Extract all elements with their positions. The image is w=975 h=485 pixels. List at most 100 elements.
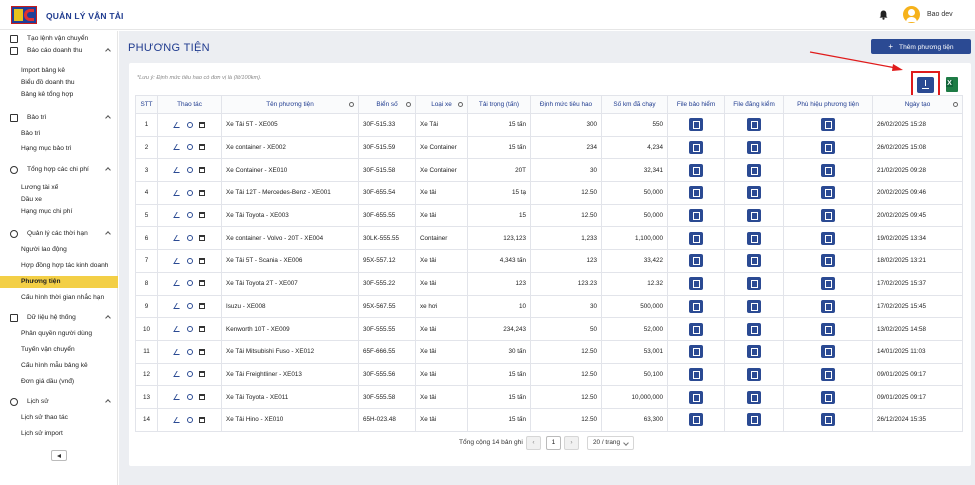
trash-icon[interactable] — [198, 325, 205, 332]
inspection-file-button[interactable] — [747, 299, 761, 313]
trash-icon[interactable] — [198, 257, 205, 264]
edit-icon[interactable] — [172, 235, 183, 242]
sidebar-item-12[interactable]: Quản lý các thời hạn — [0, 228, 118, 240]
badge-file-button[interactable] — [821, 209, 835, 223]
inspection-file-button[interactable] — [747, 413, 761, 427]
trash-icon[interactable] — [198, 280, 205, 287]
inspection-file-button[interactable] — [747, 209, 761, 223]
add-vehicle-button[interactable]: + Thêm phương tiện — [871, 39, 971, 54]
edit-icon[interactable] — [172, 257, 183, 264]
search-icon[interactable] — [406, 102, 411, 107]
insurance-file-button[interactable] — [689, 299, 703, 313]
eye-icon[interactable] — [186, 348, 193, 355]
chevron-up-icon[interactable] — [105, 231, 111, 237]
table-row[interactable]: 10 Kenworth 10T - XE009 30F-555.55 Xe tải 23… — [135, 317, 963, 341]
chevron-up-icon[interactable] — [105, 48, 111, 54]
sidebar-item-17[interactable]: Dữ liệu hệ thống — [0, 312, 118, 324]
table-row[interactable]: 2 Xe container - XE002 30F-515.59 Xe Contai… — [135, 135, 963, 160]
insurance-file-button[interactable] — [689, 141, 703, 155]
inspection-file-button[interactable] — [747, 118, 761, 132]
sidebar-item-23[interactable]: Lịch sử thao tác — [0, 412, 118, 424]
table-row[interactable]: 12 Xe Tải Freightliner - XE013 30F-555.56 X… — [135, 362, 963, 387]
edit-icon[interactable] — [172, 280, 183, 287]
sidebar-item-21[interactable]: Đơn giá dầu (vnđ) — [0, 376, 118, 388]
sidebar-item-10[interactable]: Dầu xe — [0, 194, 118, 206]
table-row[interactable]: 5 Xe Tải Toyota - XE003 30F-655.55 Xe tải 15… — [135, 203, 963, 228]
trash-icon[interactable] — [198, 348, 205, 355]
inspection-file-button[interactable] — [747, 186, 761, 200]
badge-file-button[interactable] — [821, 345, 835, 359]
eye-icon[interactable] — [186, 121, 193, 128]
sidebar-item-14[interactable]: Hợp đồng hợp tác kinh doanh — [0, 260, 118, 272]
trash-icon[interactable] — [198, 189, 205, 196]
inspection-file-button[interactable] — [747, 367, 761, 381]
insurance-file-button[interactable] — [689, 322, 703, 336]
collapse-sidebar-button[interactable] — [51, 450, 67, 461]
edit-icon[interactable] — [172, 393, 183, 400]
insurance-file-button[interactable] — [689, 390, 703, 404]
user-avatar[interactable] — [903, 6, 920, 23]
eye-icon[interactable] — [186, 393, 193, 400]
insurance-file-button[interactable] — [689, 118, 703, 132]
trash-icon[interactable] — [198, 393, 205, 400]
edit-icon[interactable] — [172, 325, 183, 332]
sidebar-item-1[interactable]: Báo cáo doanh thu — [0, 45, 118, 57]
edit-icon[interactable] — [172, 416, 183, 423]
badge-file-button[interactable] — [821, 118, 835, 132]
badge-file-button[interactable] — [821, 390, 835, 404]
inspection-file-button[interactable] — [747, 231, 761, 245]
search-icon[interactable] — [953, 102, 958, 107]
page-number-button[interactable]: 1 — [546, 436, 561, 450]
insurance-file-button[interactable] — [689, 231, 703, 245]
edit-icon[interactable] — [172, 303, 183, 310]
sidebar-item-15[interactable]: Phương tiện — [0, 276, 118, 288]
sidebar-item-9[interactable]: Lương tài xế — [0, 182, 118, 194]
eye-icon[interactable] — [186, 303, 193, 310]
table-row[interactable]: 13 Xe Tải Toyota - XE011 30F-555.58 Xe tải 1… — [135, 385, 963, 409]
eye-icon[interactable] — [186, 280, 193, 287]
search-icon[interactable] — [349, 102, 354, 107]
eye-icon[interactable] — [186, 235, 193, 242]
sidebar-item-24[interactable]: Lịch sử import — [0, 428, 118, 440]
sidebar-item-19[interactable]: Tuyến vận chuyển — [0, 344, 118, 356]
inspection-file-button[interactable] — [747, 141, 761, 155]
badge-file-button[interactable] — [821, 277, 835, 291]
user-name[interactable]: Bao dev — [927, 11, 953, 18]
eye-icon[interactable] — [186, 212, 193, 219]
trash-icon[interactable] — [198, 167, 205, 174]
eye-icon[interactable] — [186, 167, 193, 174]
table-row[interactable]: 9 Isuzu - XE008 95X-567.55 xe hơi 10 30 500,00… — [135, 294, 963, 319]
next-page-button[interactable]: › — [564, 436, 579, 450]
edit-icon[interactable] — [172, 212, 183, 219]
badge-file-button[interactable] — [821, 186, 835, 200]
sidebar-item-11[interactable]: Hạng mục chi phí — [0, 206, 118, 218]
app-logo[interactable] — [11, 6, 37, 24]
sidebar-item-20[interactable]: Cấu hình mẫu bảng kê — [0, 360, 118, 372]
eye-icon[interactable] — [186, 325, 193, 332]
badge-file-button[interactable] — [821, 231, 835, 245]
insurance-file-button[interactable] — [689, 186, 703, 200]
sidebar-item-5[interactable]: Bảo trì — [0, 112, 118, 124]
search-icon[interactable] — [458, 102, 463, 107]
inspection-file-button[interactable] — [747, 277, 761, 291]
edit-icon[interactable] — [172, 121, 183, 128]
edit-icon[interactable] — [172, 167, 183, 174]
badge-file-button[interactable] — [821, 254, 835, 268]
sidebar-item-6[interactable]: Bảo trì — [0, 128, 118, 140]
sidebar-item-8[interactable]: Tổng hợp các chi phí — [0, 164, 118, 176]
sidebar-item-22[interactable]: Lịch sử — [0, 396, 118, 408]
table-row[interactable]: 7 Xe Tải 5T - Scania - XE006 95X-557.12 Xe … — [135, 249, 963, 273]
badge-file-button[interactable] — [821, 367, 835, 381]
insurance-file-button[interactable] — [689, 367, 703, 381]
sidebar-item-16[interactable]: Cấu hình thời gian nhắc hạn — [0, 292, 118, 304]
insurance-file-button[interactable] — [689, 163, 703, 177]
eye-icon[interactable] — [186, 371, 193, 378]
sidebar-item-2[interactable]: Import bảng kê — [0, 65, 118, 77]
chevron-up-icon[interactable] — [105, 167, 111, 173]
trash-icon[interactable] — [198, 235, 205, 242]
page-size-select[interactable]: 20 / trang — [587, 436, 634, 450]
insurance-file-button[interactable] — [689, 209, 703, 223]
trash-icon[interactable] — [198, 416, 205, 423]
prev-page-button[interactable]: ‹ — [526, 436, 541, 450]
edit-icon[interactable] — [172, 348, 183, 355]
